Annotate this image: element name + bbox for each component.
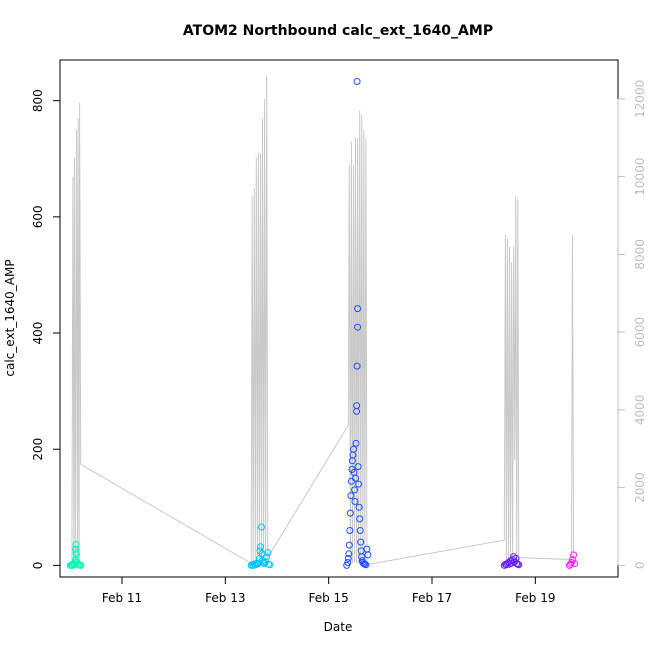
- x-axis: Feb 11 Feb 13 Feb 15 Feb 17 Feb 19: [102, 576, 556, 605]
- data-point: [263, 553, 271, 561]
- y-left-tick-label: 800: [31, 89, 45, 112]
- data-point: [346, 509, 354, 517]
- data-point: [264, 549, 272, 557]
- data-point: [266, 561, 274, 569]
- data-point: [352, 474, 359, 482]
- x-tick-label: Feb 13: [205, 591, 245, 605]
- data-point: [356, 527, 364, 534]
- data-point: [257, 543, 264, 551]
- data-point: [355, 480, 363, 488]
- data-point: [344, 554, 352, 562]
- data-point: [571, 560, 579, 568]
- x-tick-label: Feb 15: [308, 591, 348, 605]
- data-point: [509, 556, 517, 564]
- data-point: [570, 551, 578, 559]
- data-point: [510, 553, 518, 561]
- x-axis-label: Date: [324, 620, 353, 634]
- data-point: [567, 560, 574, 568]
- data-point: [350, 445, 357, 453]
- y-axis-label: calc_ext_1640_AMP: [3, 259, 17, 376]
- data-point: [515, 561, 523, 569]
- y-axis-left: 0 200 400 600 800: [31, 89, 61, 570]
- data-point: [353, 402, 361, 410]
- x-tick-label: Feb 11: [102, 591, 142, 605]
- data-point: [355, 503, 363, 511]
- y-left-tick-label: 200: [31, 438, 45, 461]
- x-tick-label: Feb 17: [412, 591, 452, 605]
- data-point: [261, 560, 269, 568]
- data-point: [347, 492, 355, 500]
- chart-title: ATOM2 Northbound calc_ext_1640_AMP: [183, 23, 493, 39]
- y-left-tick-label: 600: [31, 205, 45, 228]
- data-point: [354, 305, 362, 313]
- data-point: [344, 559, 352, 566]
- data-point: [357, 538, 365, 546]
- y-right-tick-label: 12000: [633, 80, 647, 118]
- data-point: [351, 486, 358, 494]
- data-point: [352, 439, 360, 447]
- y-left-tick-label: 400: [31, 322, 45, 345]
- data-point: [345, 541, 353, 549]
- data-point: [356, 515, 364, 523]
- y-right-tick-label: 10000: [633, 158, 647, 196]
- y-right-tick-label: 2000: [633, 472, 647, 503]
- data-point: [72, 541, 80, 548]
- data-point: [364, 551, 372, 559]
- data-point: [351, 498, 359, 505]
- data-point: [77, 561, 85, 569]
- points-layer: [66, 78, 579, 569]
- data-point: [346, 527, 354, 534]
- y-right-tick-label: 8000: [633, 239, 647, 270]
- data-point: [354, 463, 362, 471]
- y-right-tick-label: 6000: [633, 317, 647, 348]
- secondary-line: [71, 75, 575, 566]
- y-left-tick-label: 0: [31, 562, 45, 570]
- y-right-tick-label: 4000: [633, 395, 647, 426]
- secondary-line-layer: [71, 75, 575, 566]
- x-tick-label: Feb 19: [515, 591, 555, 605]
- data-point: [345, 550, 353, 558]
- data-point: [569, 556, 576, 564]
- data-point: [568, 559, 575, 566]
- data-point: [362, 561, 370, 569]
- data-point: [353, 362, 361, 370]
- data-point: [353, 78, 361, 85]
- y-axis-right: 0 2000 4000 6000 8000 10000 12000: [617, 80, 647, 570]
- data-point: [354, 323, 362, 331]
- y-right-tick-label: 0: [633, 562, 647, 570]
- data-point: [72, 545, 79, 553]
- data-point: [258, 523, 265, 531]
